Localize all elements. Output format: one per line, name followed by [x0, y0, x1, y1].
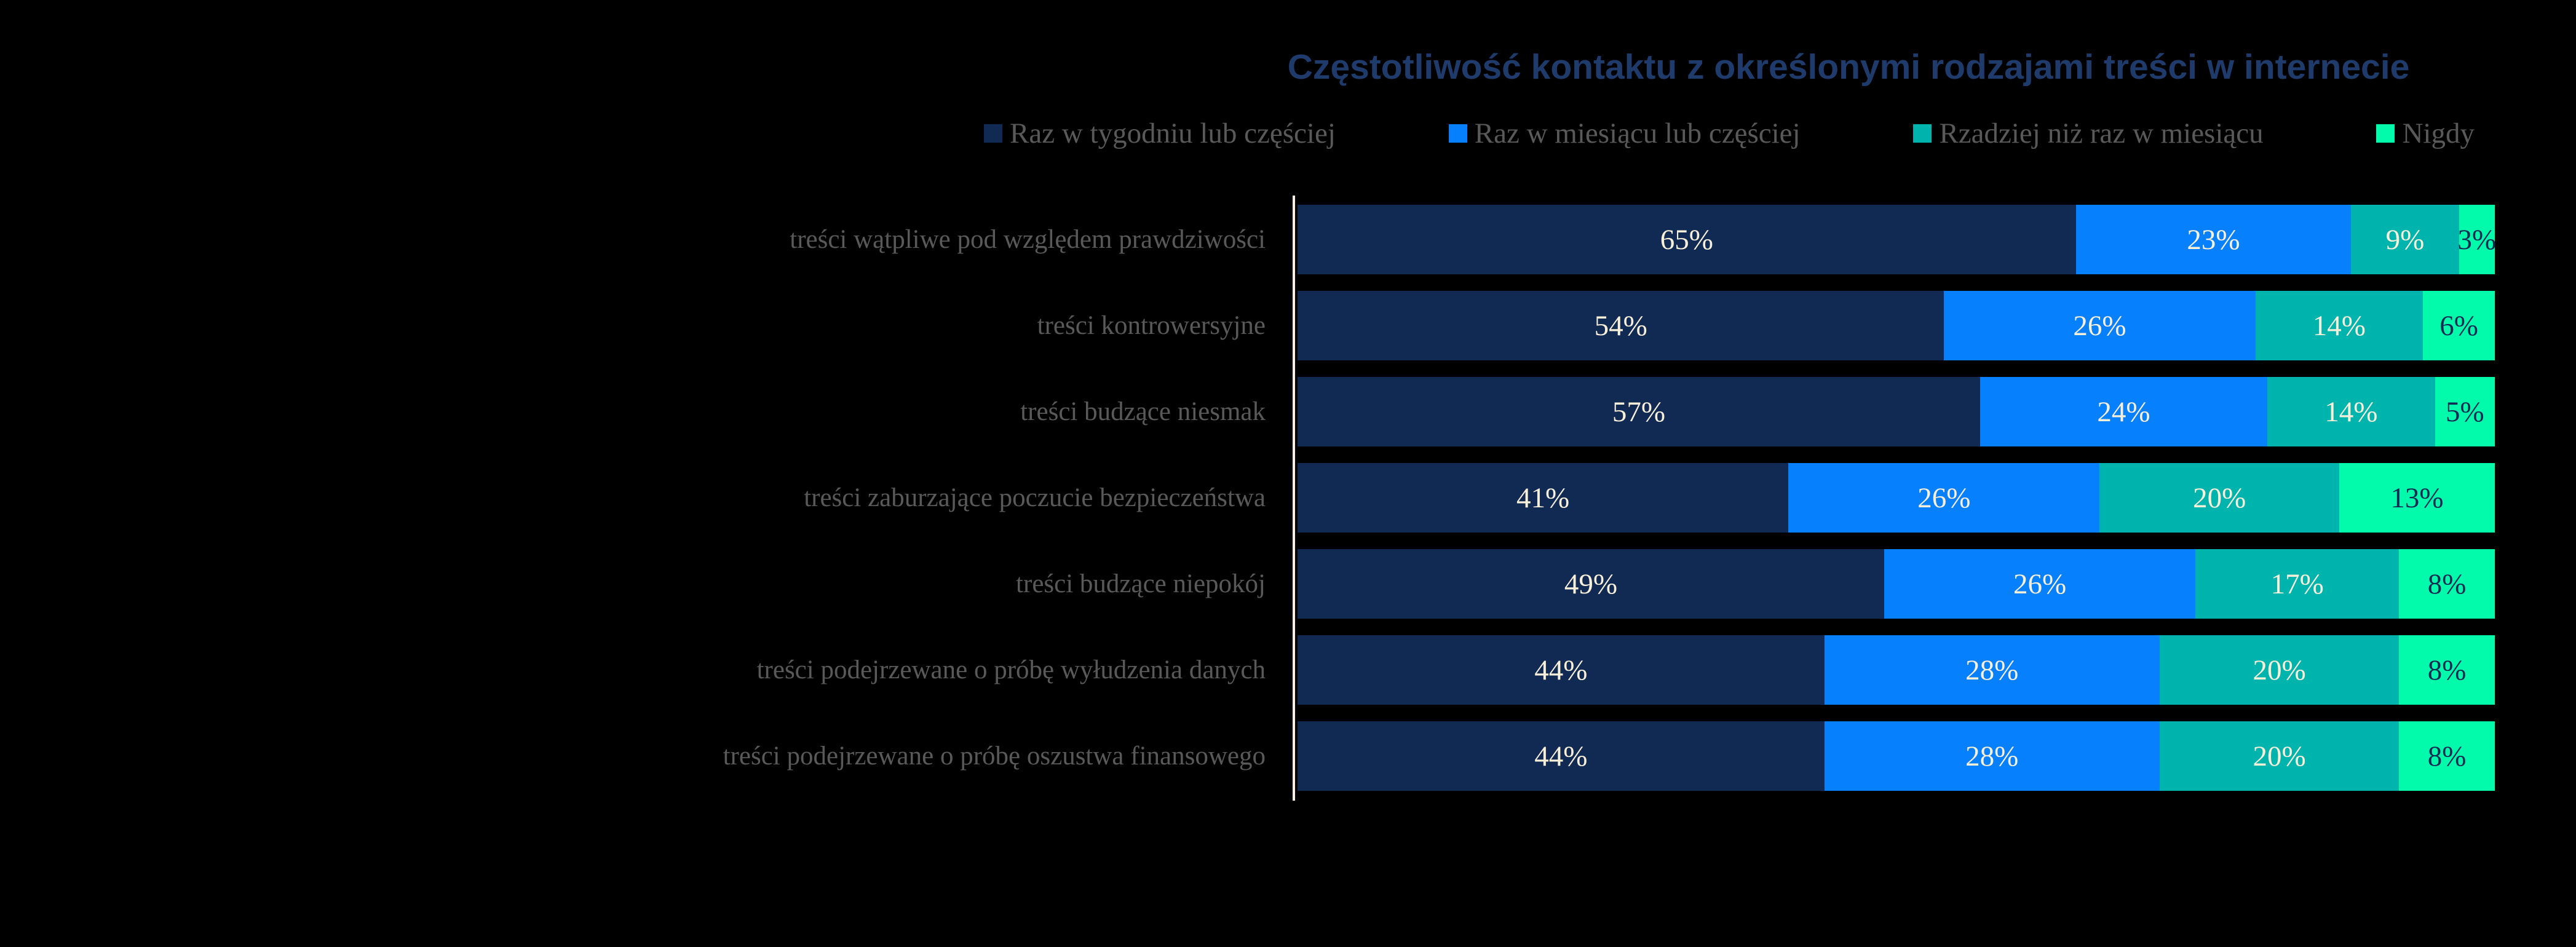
bar-row: 44% 28% 20% 8% — [1298, 635, 2495, 705]
bar-segment: 54% — [1298, 291, 1944, 360]
bar-segment: 24% — [1980, 377, 2268, 446]
bar-segment: 6% — [2423, 291, 2495, 360]
value-label: 13% — [2390, 481, 2444, 514]
legend-marker — [1913, 124, 1932, 143]
value-label: 5% — [2445, 395, 2484, 428]
bar-segment: 20% — [2159, 721, 2400, 791]
bar-row: 44% 28% 20% 8% — [1298, 721, 2495, 791]
bar-segment: 3% — [2457, 205, 2497, 274]
bar-segment: 14% — [2267, 377, 2435, 446]
bar-row: 41% 26% 20% 13% — [1298, 463, 2495, 533]
value-label: 3% — [2457, 223, 2497, 256]
value-label: 23% — [2187, 223, 2240, 256]
bar-segment: 17% — [2195, 549, 2400, 619]
value-label: 17% — [2270, 568, 2324, 600]
value-label: 24% — [2097, 395, 2150, 428]
bar-segment: 8% — [2399, 549, 2495, 619]
value-label: 28% — [1965, 740, 2019, 772]
value-label: 41% — [1516, 481, 1570, 514]
legend-marker — [2376, 124, 2395, 143]
bar-segment: 28% — [1824, 721, 2160, 791]
value-label: 8% — [2427, 740, 2467, 772]
value-label: 57% — [1612, 395, 1665, 428]
bar-segment: 14% — [2255, 291, 2423, 360]
value-label: 26% — [2013, 568, 2067, 600]
legend: Raz w tygodniu lub częściej Raz w miesiąc… — [984, 117, 2475, 150]
bar-segment: 23% — [2075, 205, 2352, 274]
bar-segment: 28% — [1824, 635, 2160, 705]
legend-label: Raz w tygodniu lub częściej — [1010, 117, 1336, 149]
value-label: 65% — [1660, 223, 1713, 256]
legend-item: Nigdy — [2376, 117, 2475, 150]
bar-segment: 20% — [2159, 635, 2400, 705]
value-label: 14% — [2324, 395, 2378, 428]
bar-segment: 8% — [2399, 721, 2495, 791]
bar-segment: 49% — [1298, 549, 1885, 619]
value-label: 28% — [1965, 654, 2019, 686]
bar-segment: 8% — [2399, 635, 2495, 705]
legend-item: Rzadziej niż raz w miesiącu — [1913, 117, 2264, 150]
category-label: treści wątpliwe pod względem prawdziwośc… — [790, 225, 1266, 254]
legend-marker — [1448, 124, 1467, 143]
bar-segment: 13% — [2339, 463, 2495, 533]
value-label: 54% — [1594, 309, 1647, 342]
category-label: treści zaburzające poczucie bezpieczeńst… — [804, 483, 1266, 512]
bar-segment: 41% — [1298, 463, 1789, 533]
value-label: 8% — [2427, 654, 2467, 686]
legend-marker — [984, 124, 1002, 143]
value-label: 49% — [1564, 568, 1618, 600]
bar-segment: 44% — [1298, 721, 1825, 791]
value-label: 20% — [2253, 654, 2306, 686]
bar-segment: 57% — [1298, 377, 1980, 446]
chart-title: Częstotliwość kontaktu z określonymi rod… — [1287, 47, 2410, 87]
bar-row: 54% 26% 14% 6% — [1298, 291, 2495, 360]
value-label: 20% — [2193, 481, 2246, 514]
value-label: 26% — [1917, 481, 1971, 514]
category-label: treści podejrzewane o próbę wyłudzenia d… — [756, 656, 1266, 684]
legend-label: Rzadziej niż raz w miesiącu — [1939, 117, 2264, 149]
legend-label: Raz w miesiącu lub częściej — [1474, 117, 1801, 149]
bar-row: 49% 26% 17% 8% — [1298, 549, 2495, 619]
legend-item: Raz w miesiącu lub częściej — [1448, 117, 1801, 150]
bar-segment: 44% — [1298, 635, 1825, 705]
value-label: 20% — [2253, 740, 2306, 772]
value-label: 14% — [2312, 309, 2366, 342]
value-label: 9% — [2385, 223, 2425, 256]
legend-label: Nigdy — [2402, 117, 2475, 149]
value-label: 8% — [2427, 568, 2467, 600]
category-label: treści budzące niesmak — [1020, 397, 1266, 426]
bar-segment: 26% — [1788, 463, 2100, 533]
bar-segment: 20% — [2099, 463, 2339, 533]
category-label: treści kontrowersyjne — [1037, 311, 1266, 340]
bar-row: 65% 23% 9% 3% — [1298, 205, 2497, 274]
category-label: treści budzące niepokój — [1016, 569, 1266, 598]
value-label: 44% — [1534, 740, 1588, 772]
value-label: 26% — [2073, 309, 2126, 342]
bar-row: 57% 24% 14% 5% — [1298, 377, 2495, 446]
category-label: treści podejrzewane o próbę oszustwa fin… — [723, 742, 1266, 771]
bar-segment: 65% — [1298, 205, 2076, 274]
legend-item: Raz w tygodniu lub częściej — [984, 117, 1336, 150]
bar-segment: 26% — [1944, 291, 2256, 360]
value-label: 6% — [2439, 309, 2478, 342]
bar-segment: 9% — [2351, 205, 2459, 274]
bar-segment: 5% — [2435, 377, 2495, 446]
axis-baseline — [1293, 196, 1295, 801]
bar-segment: 26% — [1884, 549, 2196, 619]
value-label: 44% — [1534, 654, 1588, 686]
